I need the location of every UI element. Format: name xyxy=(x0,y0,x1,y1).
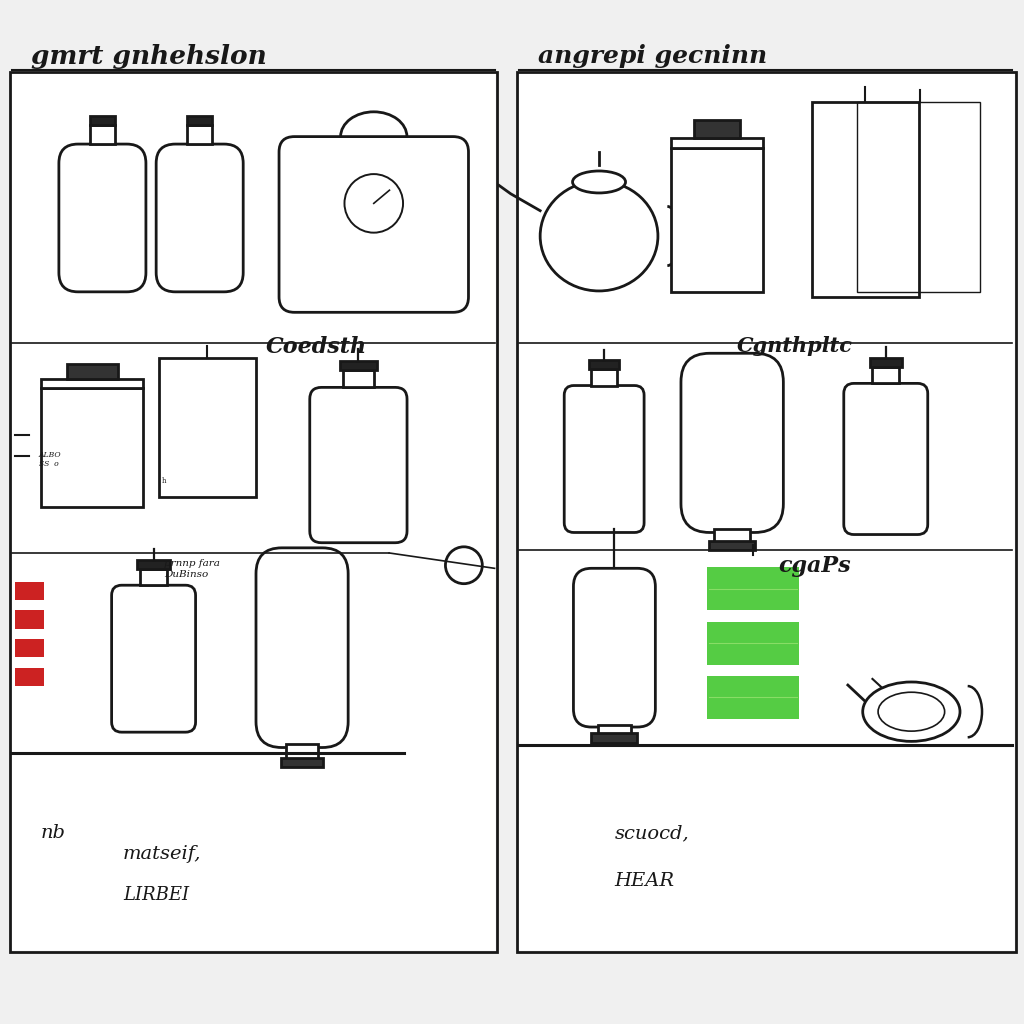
Bar xyxy=(15,582,44,600)
Bar xyxy=(140,569,167,586)
FancyBboxPatch shape xyxy=(573,568,655,727)
Bar xyxy=(12,74,495,950)
Bar xyxy=(187,125,212,144)
Text: ALBO
SS  o: ALBO SS o xyxy=(39,451,61,468)
FancyBboxPatch shape xyxy=(564,386,644,532)
FancyBboxPatch shape xyxy=(112,586,196,732)
Bar xyxy=(90,125,115,144)
Bar xyxy=(715,528,750,547)
Bar xyxy=(709,542,756,551)
Text: prnnp fara
DuBinso: prnnp fara DuBinso xyxy=(164,559,220,579)
Bar xyxy=(694,120,739,138)
FancyBboxPatch shape xyxy=(279,136,468,312)
Text: Cgnthpltc: Cgnthpltc xyxy=(737,336,853,356)
Text: gmrt gnhehslon: gmrt gnhehslon xyxy=(31,44,266,69)
Text: Coedsth: Coedsth xyxy=(266,336,368,357)
Bar xyxy=(519,74,1014,950)
Text: HEAR: HEAR xyxy=(614,872,675,891)
Bar xyxy=(707,622,799,665)
Ellipse shape xyxy=(862,682,961,741)
Text: angrepi gecninn: angrepi gecninn xyxy=(538,44,767,69)
Bar xyxy=(671,138,763,148)
FancyBboxPatch shape xyxy=(156,144,244,292)
Ellipse shape xyxy=(878,692,944,731)
FancyBboxPatch shape xyxy=(681,353,783,532)
FancyBboxPatch shape xyxy=(59,144,146,292)
Bar xyxy=(41,379,143,388)
Bar xyxy=(872,367,899,383)
Bar xyxy=(707,567,799,610)
Bar xyxy=(707,676,799,719)
Bar xyxy=(592,370,616,386)
Bar xyxy=(15,639,44,657)
Ellipse shape xyxy=(541,181,657,291)
Bar xyxy=(15,610,44,629)
Bar xyxy=(671,148,763,292)
Bar xyxy=(187,116,212,125)
Bar xyxy=(282,758,323,768)
Text: scuocd,: scuocd, xyxy=(614,824,689,843)
Bar xyxy=(343,371,374,387)
Text: LIRBEI: LIRBEI xyxy=(123,886,189,904)
Bar xyxy=(517,72,1016,952)
Bar xyxy=(811,102,920,297)
Text: cgaPs: cgaPs xyxy=(778,555,851,577)
Bar xyxy=(286,743,318,764)
Bar xyxy=(67,365,118,379)
Text: h: h xyxy=(162,477,166,485)
Text: matseif,: matseif, xyxy=(123,845,202,863)
FancyBboxPatch shape xyxy=(256,548,348,748)
Ellipse shape xyxy=(572,171,626,193)
FancyBboxPatch shape xyxy=(309,387,407,543)
Bar xyxy=(592,733,637,743)
Bar xyxy=(41,388,143,507)
Bar xyxy=(869,357,902,367)
Bar xyxy=(598,725,631,736)
Bar xyxy=(90,116,115,125)
Bar xyxy=(857,102,980,292)
FancyBboxPatch shape xyxy=(844,383,928,535)
Bar xyxy=(137,560,170,569)
Text: nb: nb xyxy=(41,824,66,843)
Bar xyxy=(10,72,497,952)
Bar xyxy=(589,360,620,370)
Bar xyxy=(340,360,377,371)
Bar xyxy=(159,358,256,497)
Bar xyxy=(15,668,44,686)
